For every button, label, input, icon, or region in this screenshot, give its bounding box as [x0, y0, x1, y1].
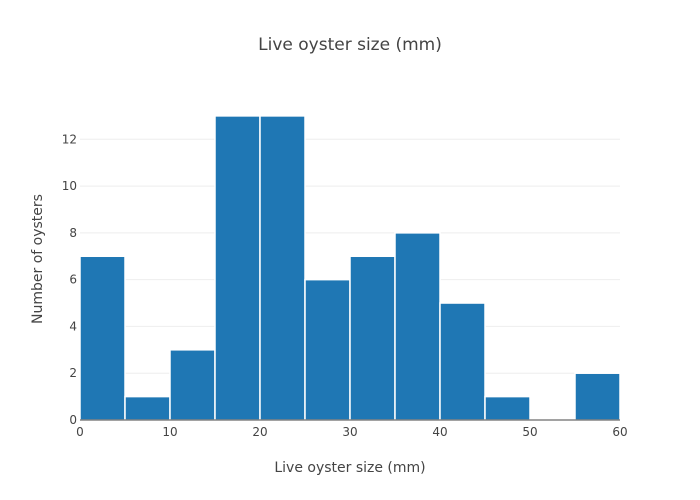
chart-title: Live oyster size (mm) [258, 35, 442, 55]
histogram-bar [304, 278, 351, 421]
x-tick-label: 60 [612, 425, 627, 439]
y-tick-label: 12 [62, 132, 77, 146]
x-tick-label: 40 [432, 425, 447, 439]
x-tick-label: 0 [76, 425, 84, 439]
x-axis-ticks: 0 10 20 30 40 50 60 [76, 425, 627, 439]
histogram-bar [214, 115, 261, 421]
y-tick-label: 0 [69, 413, 77, 427]
histogram-bar [394, 232, 441, 421]
x-tick-label: 30 [342, 425, 357, 439]
histogram-bar [259, 115, 306, 421]
y-tick-label: 2 [69, 366, 77, 380]
y-axis-label: Number of oysters [30, 194, 46, 324]
y-axis-ticks: 0 2 4 6 8 10 12 [62, 132, 77, 427]
histogram-bar [439, 302, 486, 421]
y-tick-label: 6 [69, 273, 77, 287]
x-tick-label: 50 [522, 425, 537, 439]
y-tick-label: 4 [69, 319, 77, 333]
y-tick-label: 10 [62, 179, 77, 193]
histogram-bar [484, 395, 531, 421]
x-axis-label: Live oyster size (mm) [274, 460, 425, 476]
x-tick-label: 20 [252, 425, 267, 439]
x-tick-label: 10 [162, 425, 177, 439]
y-tick-label: 8 [69, 226, 77, 240]
histogram-bar [79, 255, 126, 421]
histogram-bar [169, 349, 216, 421]
histogram-bar [349, 255, 396, 421]
bars [79, 115, 621, 421]
histogram-bar [574, 372, 621, 421]
histogram-bar [124, 395, 171, 421]
